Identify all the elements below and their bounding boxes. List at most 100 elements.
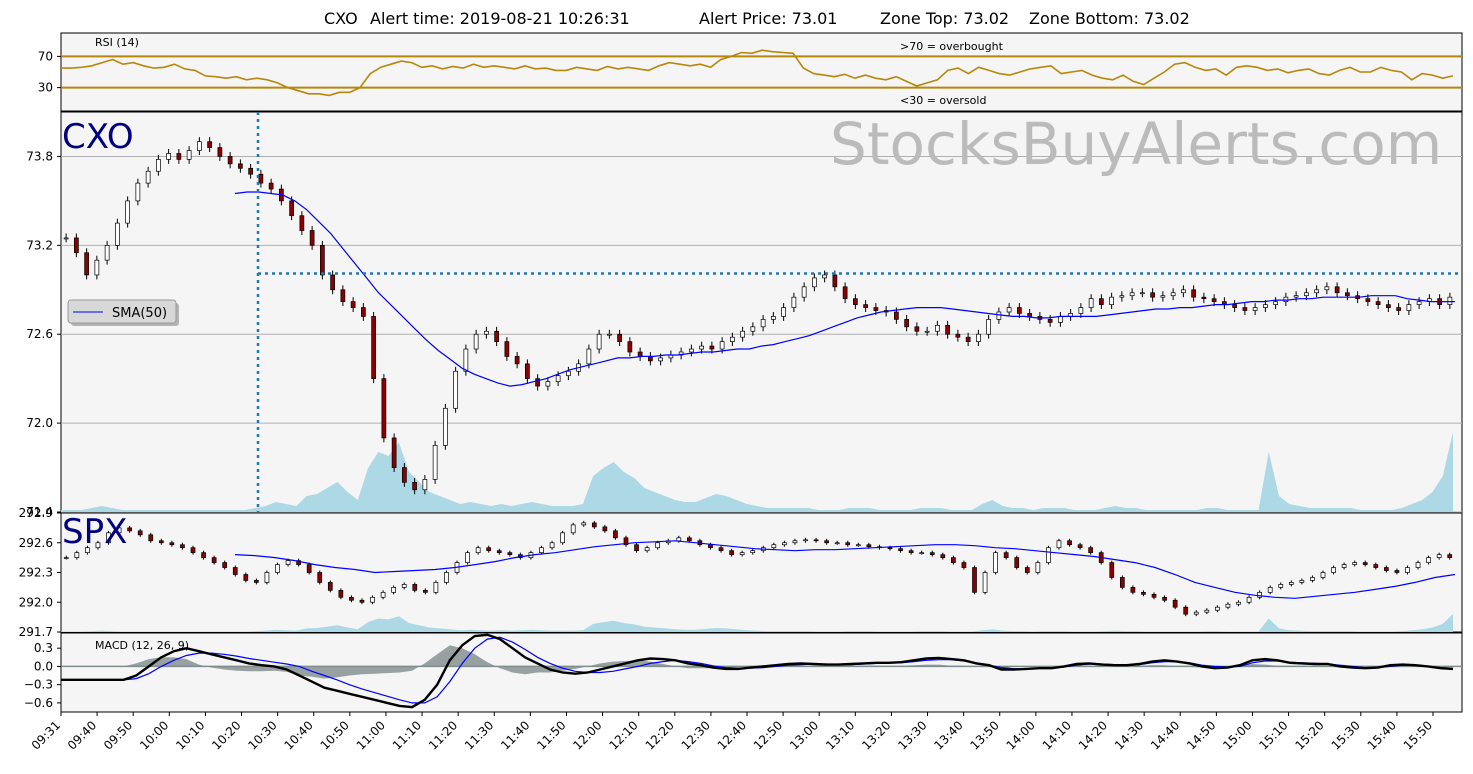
price-candle-body — [1006, 307, 1012, 313]
spx-candle-body — [475, 547, 481, 554]
price-candle-body — [1047, 319, 1053, 323]
spx-candle-body — [771, 544, 777, 549]
price-candle-body — [463, 348, 469, 372]
price-candle-body — [63, 237, 69, 240]
price-candle-body — [361, 307, 366, 317]
price-candle-body — [320, 244, 325, 276]
x-tick-label: 11:30 — [462, 718, 496, 752]
x-tick-label: 14:10 — [1040, 718, 1074, 752]
spx-candle-body — [929, 552, 935, 556]
x-tick-label: 14:40 — [1148, 718, 1182, 752]
rsi-tick-label: 70 — [38, 49, 53, 63]
spx-candle-body — [1215, 606, 1220, 611]
spx-candle-body — [1204, 609, 1210, 613]
price-candle-body — [873, 307, 879, 311]
price-candle-body — [217, 147, 223, 157]
spx-candle-body — [444, 572, 449, 583]
spx-candle-body — [866, 544, 872, 548]
price-candle-body — [1140, 292, 1145, 295]
spx-candle-body — [1320, 572, 1326, 578]
spx-candle-body — [222, 562, 228, 568]
spx-candle-body — [1310, 577, 1315, 581]
spx-candle-body — [180, 544, 185, 549]
spx-tick-label: 292.6 — [19, 536, 53, 550]
price-candle-body — [1109, 296, 1114, 305]
price-candle-body — [402, 467, 407, 483]
price-tick-label: 71.4 — [26, 505, 53, 519]
spx-candle-body — [1067, 540, 1072, 546]
price-candle-body — [1242, 307, 1248, 311]
spx-candle-body — [1162, 596, 1167, 601]
spx-candle-body — [887, 547, 893, 550]
price-candle-body — [84, 252, 89, 276]
price-candle-body — [853, 298, 858, 305]
price-candle-body — [422, 479, 428, 491]
spx-candle-body — [1405, 567, 1410, 573]
x-tick-label: 11:20 — [426, 718, 460, 752]
spx-candle-body — [1077, 544, 1083, 549]
price-candle-body — [740, 330, 745, 338]
spx-candle-body — [380, 591, 386, 598]
x-tick-label: 11:40 — [498, 718, 532, 752]
price-candle-body — [176, 153, 182, 160]
price-candle-body — [730, 336, 735, 342]
spx-candle-body — [898, 548, 903, 552]
price-candle-body — [1088, 298, 1094, 308]
spx-candle-body — [507, 552, 513, 556]
x-tick-label: 12:50 — [751, 718, 785, 752]
spx-tick-label: 292.0 — [19, 595, 53, 609]
x-tick-label: 12:40 — [715, 718, 749, 752]
spx-volume-area — [61, 614, 1453, 632]
spx-candle-body — [370, 596, 375, 603]
spx-candle-body — [687, 537, 692, 542]
x-tick-label: 13:30 — [895, 718, 929, 752]
macd-tick-label: 0.0 — [34, 659, 53, 673]
x-tick-label: 11:00 — [354, 718, 388, 752]
spx-candle-body — [1288, 582, 1294, 585]
price-candle-body — [104, 244, 110, 261]
price-candle-body — [484, 330, 489, 335]
header-zone-top: Zone Top: 73.02 — [880, 9, 1009, 28]
price-candle-body — [525, 363, 530, 380]
spx-candle-body — [1236, 601, 1241, 605]
price-candle-body — [207, 141, 212, 148]
price-candle-body — [976, 333, 981, 342]
spx-candle-body — [422, 589, 428, 593]
spx-candle-body — [412, 584, 418, 591]
price-candle-body — [1058, 316, 1063, 323]
price-candle-body — [945, 324, 950, 335]
price-candle-body — [822, 274, 827, 279]
price-candle-body — [1170, 292, 1176, 297]
x-tick-label: 14:20 — [1076, 718, 1110, 752]
price-candle-body — [1375, 301, 1381, 305]
price-candle-body — [1252, 307, 1258, 311]
header-zone-bottom: Zone Bottom: 73.02 — [1029, 9, 1190, 28]
x-tick-label: 09:40 — [65, 718, 99, 752]
price-candle-body — [832, 274, 838, 288]
spx-candle-body — [85, 547, 90, 554]
price-candle-body — [791, 296, 797, 308]
price-candle-body — [1181, 289, 1186, 294]
spx-symbol-label: SPX — [62, 512, 127, 552]
price-candle-body — [627, 341, 633, 353]
rsi-frame — [60, 32, 1463, 112]
price-candle-body — [586, 348, 592, 365]
spx-candle-body — [845, 542, 851, 546]
price-candle-body — [197, 141, 202, 151]
spx-candle-body — [570, 524, 576, 534]
macd-frame — [60, 632, 1463, 713]
price-candle-body — [186, 150, 192, 160]
price-tick-label: 72.0 — [26, 416, 53, 430]
price-candle-body — [443, 407, 448, 446]
spx-candle-body — [106, 532, 111, 544]
price-candle-body — [914, 326, 920, 332]
spx-candle-body — [1436, 554, 1442, 558]
price-candle-body — [965, 336, 971, 342]
price-candle-body — [863, 304, 868, 308]
spx-candle-body — [1141, 591, 1146, 595]
spx-sma-line — [234, 540, 1456, 599]
price-candle-body — [545, 381, 551, 387]
spx-candle-body — [1394, 570, 1400, 573]
spx-candle-body — [1183, 606, 1189, 615]
x-tick-label: 11:50 — [534, 718, 568, 752]
